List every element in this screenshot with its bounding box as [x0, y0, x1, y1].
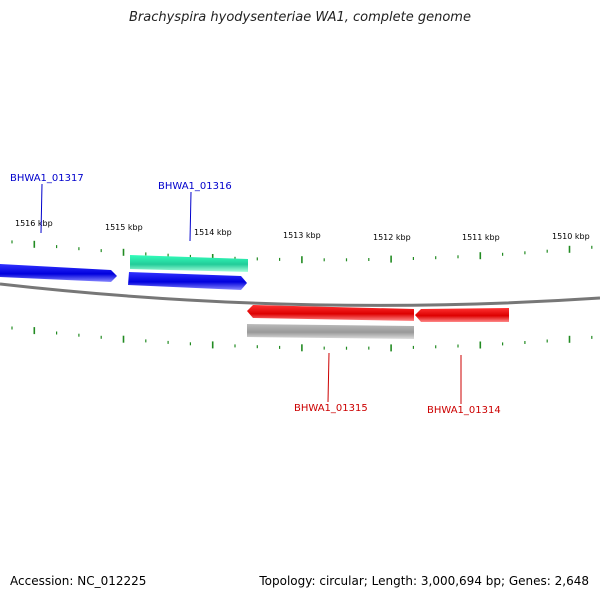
- gene-label-bhwa1-01315[interactable]: BHWA1_01315: [294, 403, 368, 414]
- scale-label-1512: 1512 kbp: [373, 233, 411, 242]
- gene-label-bhwa1-01314[interactable]: BHWA1_01314: [427, 405, 501, 416]
- gene-label-bhwa1-01316[interactable]: BHWA1_01316: [158, 181, 232, 192]
- forward-gene-bhwa1-01317[interactable]: [0, 264, 117, 282]
- scale-label-1510: 1510 kbp: [552, 232, 590, 241]
- scale-label-1514: 1514 kbp: [194, 228, 232, 237]
- topology-label: Topology: circular; Length: 3,000,694 bp…: [259, 574, 589, 588]
- scale-label-1513: 1513 kbp: [283, 231, 321, 240]
- scale-label-1515: 1515 kbp: [105, 223, 143, 232]
- genome-backbone: [0, 282, 600, 307]
- outer-scale-ticks: [11, 240, 593, 264]
- label-line-bhwa1-01316: [189, 191, 192, 242]
- gene-label-bhwa1-01317[interactable]: BHWA1_01317: [10, 173, 84, 184]
- rna-feature-bhwa1-01316[interactable]: [130, 255, 248, 272]
- map-title: Brachyspira hyodysenteriae WA1, complete…: [129, 10, 471, 25]
- scale-label-1516: 1516 kbp: [15, 219, 53, 228]
- reverse-gene-bhwa1-01314[interactable]: [415, 308, 509, 322]
- forward-gene-bhwa1-01316[interactable]: [128, 272, 247, 290]
- reverse-gene-grey-bhwa1-01315[interactable]: [247, 324, 414, 339]
- label-line-bhwa1-01315: [327, 352, 330, 403]
- reverse-gene-bhwa1-01315[interactable]: [247, 305, 414, 321]
- accession-label: Accession: NC_012225: [10, 574, 147, 588]
- scale-label-1511: 1511 kbp: [462, 233, 500, 242]
- inner-scale-ticks: [11, 326, 593, 352]
- label-line-bhwa1-01317: [40, 183, 43, 234]
